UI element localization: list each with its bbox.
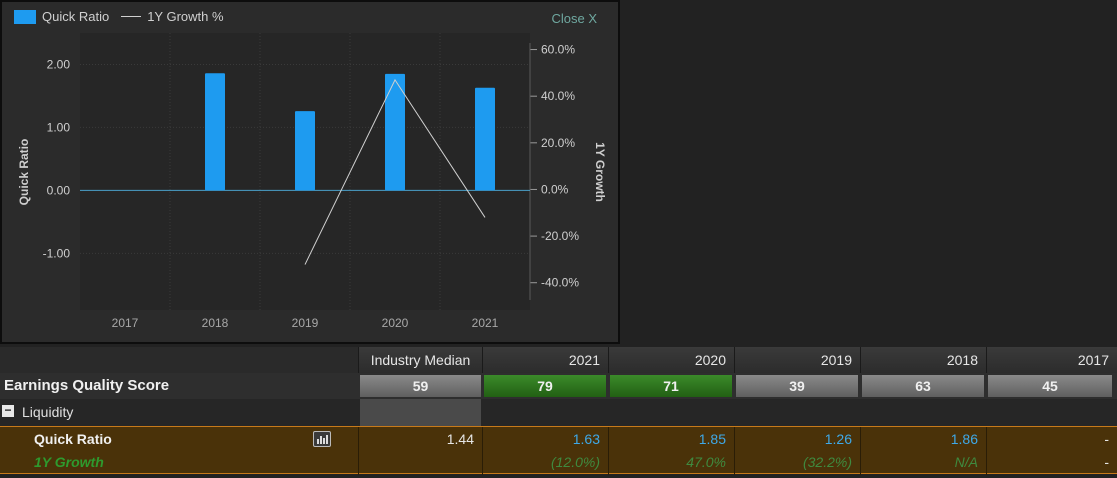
y-axis-right-title: 1Y Growth	[593, 142, 607, 202]
bar-quick-ratio	[475, 87, 495, 191]
quick-ratio-value: 1.63	[572, 431, 600, 447]
score-badge: 79	[484, 375, 606, 397]
y-tick-right: 20.0%	[541, 136, 575, 150]
growth-label: 1Y Growth	[34, 454, 104, 470]
quick-ratio-value: -	[1104, 431, 1109, 447]
y-tick-left: 2.00	[47, 57, 71, 71]
quick-ratio-value: 1.85	[698, 431, 726, 447]
growth-value: -	[1104, 454, 1109, 470]
collapse-liquidity-toggle[interactable]: −	[2, 404, 14, 417]
x-tick-label: 2020	[382, 316, 409, 330]
header-year[interactable]: 2017	[986, 347, 1117, 373]
quick-ratio-value: 1.26	[824, 431, 852, 447]
liquidity-section-row: − Liquidity	[0, 399, 1117, 426]
close-chart-button[interactable]: Close X	[551, 11, 597, 26]
quick-ratio-value: 1.86	[950, 431, 978, 447]
header-year[interactable]: 2018	[860, 347, 986, 373]
score-badge: 59	[360, 375, 481, 397]
score-badge: 45	[988, 375, 1112, 397]
header-year[interactable]: 2020	[608, 347, 734, 373]
earnings-quality-row: Earnings Quality Score 59 79 71 39 63 45	[0, 373, 1117, 399]
x-tick-label: 2021	[472, 316, 499, 330]
y-tick-left: -1.00	[43, 246, 71, 260]
growth-value: 47.0%	[686, 454, 726, 470]
earnings-quality-label: Earnings Quality Score	[4, 377, 170, 394]
header-year[interactable]: 2019	[734, 347, 860, 373]
legend-line-label[interactable]: 1Y Growth %	[147, 9, 224, 24]
y-tick-right: -40.0%	[541, 276, 579, 290]
chart-legend: Quick Ratio 1Y Growth %	[14, 9, 224, 24]
header-year[interactable]: 2021	[482, 347, 608, 373]
table-header-row: Industry Median 2021 2020 2019 2018 2017	[0, 347, 1117, 373]
bar-chart-icon[interactable]	[313, 431, 331, 447]
x-tick-label: 2017	[112, 316, 139, 330]
growth-line	[304, 78, 486, 265]
legend-bar-label[interactable]: Quick Ratio	[42, 9, 110, 24]
y-tick-left: 0.00	[47, 183, 71, 197]
column-divider	[986, 427, 987, 475]
column-divider	[860, 427, 861, 475]
score-badge: 71	[610, 375, 732, 397]
x-tick-label: 2018	[202, 316, 229, 330]
growth-value: N/A	[954, 454, 978, 470]
legend-bar-swatch	[14, 9, 36, 24]
y-axis-left-title: Quick Ratio	[17, 138, 31, 206]
y-tick-right: 60.0%	[541, 43, 575, 57]
header-industry-median[interactable]: Industry Median	[358, 347, 482, 373]
legend-line-swatch	[121, 16, 142, 17]
column-divider	[608, 427, 609, 475]
column-divider	[482, 427, 483, 475]
growth-value: (12.0%)	[550, 454, 600, 470]
score-badge: 39	[736, 375, 858, 397]
bar-quick-ratio	[385, 73, 405, 191]
liquidity-median-cell	[360, 399, 481, 426]
growth-value: (32.2%)	[802, 454, 852, 470]
bar-quick-ratio	[295, 111, 315, 191]
y-tick-left: 1.00	[47, 120, 71, 134]
column-divider	[734, 427, 735, 475]
quick-ratio-row[interactable]: Quick Ratio 1.44 1.63 1.85 1.26 1.86 - 1…	[0, 426, 1117, 475]
quick-ratio-chart: 2.00 1.00 0.00 -1.00 60.0% 40.0% 20.0% 0.0% -20.…	[43, 33, 579, 330]
quick-ratio-label: Quick Ratio	[34, 431, 112, 447]
score-badge: 63	[862, 375, 984, 397]
y-tick-right: 0.0%	[541, 182, 569, 196]
liquidity-label: Liquidity	[22, 404, 74, 420]
bar-quick-ratio	[205, 73, 225, 191]
chart-panel: 2.00 1.00 0.00 -1.00 60.0% 40.0% 20.0% 0.0% -20.…	[0, 0, 620, 344]
y-tick-right: 40.0%	[541, 89, 575, 103]
column-divider	[358, 427, 359, 475]
x-tick-label: 2019	[292, 316, 319, 330]
growth-median	[358, 454, 482, 472]
y-tick-right: -20.0%	[541, 229, 579, 243]
quick-ratio-median: 1.44	[446, 431, 474, 447]
